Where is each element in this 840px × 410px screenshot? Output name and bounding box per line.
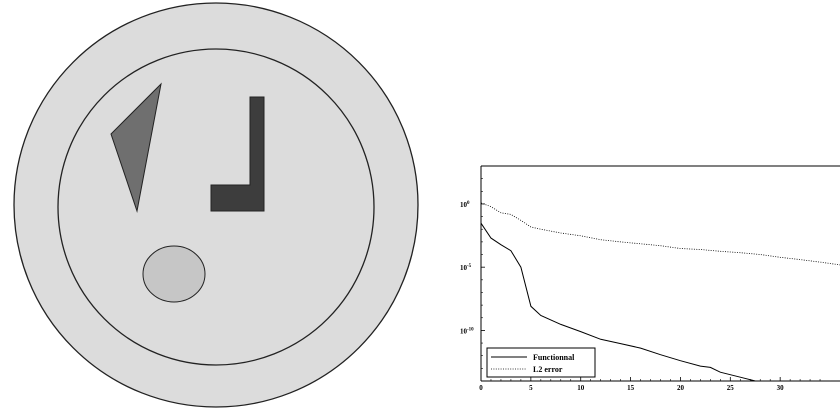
y-tick-label: 10-5 (460, 264, 472, 272)
x-tick-label: 30 (777, 384, 785, 392)
l-shape-obstacle (210, 96, 265, 212)
legend-label-functionnal: Functionnal (533, 353, 575, 362)
legend-box (486, 347, 596, 378)
y-axis: 100 10-5 10-10 (460, 201, 485, 335)
y-tick-label: 100 (460, 201, 470, 209)
x-tick-label: 20 (677, 384, 685, 392)
convergence-plot: 0 5 10 15 20 25 30 100 10-5 10-10 Functionnal L2… (460, 165, 840, 392)
x-tick-label: 5 (529, 384, 533, 392)
x-tick-label: 25 (727, 384, 735, 392)
x-tick-label: 15 (627, 384, 635, 392)
series-line-functionnal (481, 222, 758, 381)
inner-circle (57, 48, 375, 366)
x-tick-label: 0 (479, 384, 483, 392)
series-line-l2-error (481, 202, 840, 266)
series-layer (481, 202, 840, 381)
y-tick-label: 10-10 (460, 327, 474, 335)
circle-obstacle (142, 245, 206, 303)
legend-label-l2-error: L2 error (533, 365, 563, 374)
x-axis: 0 5 10 15 20 25 30 (479, 377, 784, 392)
domain-illustration (13, 2, 419, 408)
legend: Functionnal L2 error (486, 347, 596, 378)
triangle-obstacle (110, 82, 162, 213)
x-tick-label: 10 (577, 384, 585, 392)
